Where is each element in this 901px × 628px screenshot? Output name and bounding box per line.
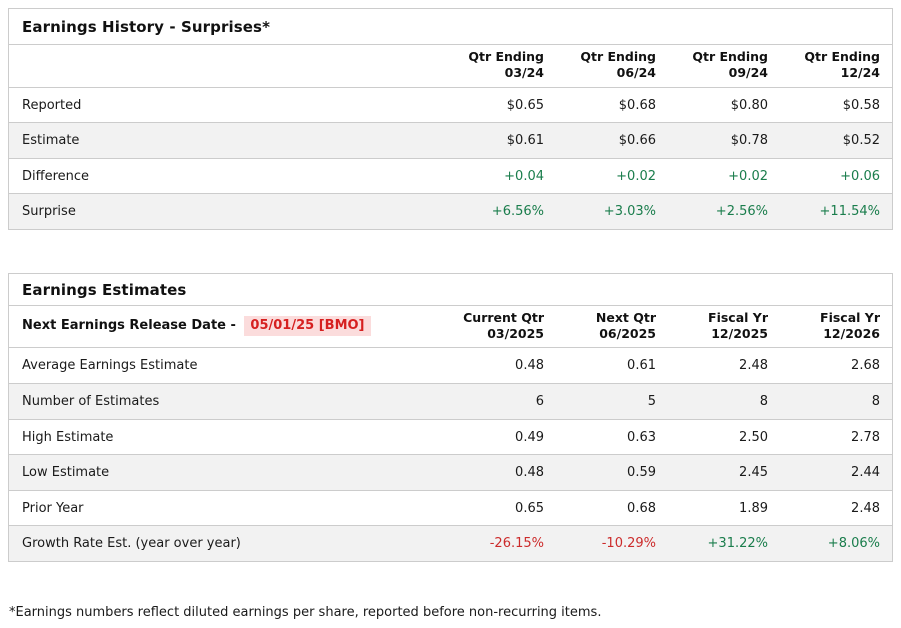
col-header-line1: Fiscal Yr <box>708 309 768 325</box>
col-header-line2: 12/2025 <box>711 326 768 342</box>
estimates-col-header-current-qtr: Current Qtr 03/2025 <box>444 305 556 349</box>
cell-value: 0.48 <box>515 358 544 374</box>
cell-value: $0.68 <box>618 97 656 113</box>
cell-value: 6 <box>444 382 556 420</box>
cell-value: $0.66 <box>556 122 668 159</box>
row-label: High Estimate <box>9 418 444 455</box>
history-header-row: Qtr Ending 03/24 Qtr Ending 06/24 Qtr En… <box>9 45 892 88</box>
estimates-col-header-next-qtr: Next Qtr 06/2025 <box>556 305 668 349</box>
row-label: Estimate <box>9 122 444 159</box>
cell-value: 2.50 <box>668 418 780 455</box>
history-col-header-q1: Qtr Ending 03/24 <box>444 45 556 88</box>
table-row-high-estimate: High Estimate 0.49 0.63 2.50 2.78 <box>9 418 892 455</box>
cell-value: $0.58 <box>842 97 880 113</box>
cell-value: 2.48 <box>780 489 892 526</box>
cell-value: 2.68 <box>851 358 880 374</box>
cell-value: 0.59 <box>556 454 668 491</box>
cell-value: $0.52 <box>780 122 892 159</box>
cell-value: +0.04 <box>444 157 556 194</box>
col-header-line2: 03/24 <box>504 65 544 81</box>
cell-value: 1.89 <box>668 489 780 526</box>
col-header-line1: Qtr Ending <box>580 49 656 64</box>
estimates-header-row: Next Earnings Release Date - 05/01/25 [B… <box>9 305 892 349</box>
cell-value: +2.56% <box>668 193 780 229</box>
col-header-line1: Qtr Ending <box>692 49 768 64</box>
cell-value: 8 <box>668 382 780 420</box>
history-col-header-q3: Qtr Ending 09/24 <box>668 45 780 88</box>
cell-value: 0.61 <box>627 358 656 374</box>
col-header-line1: Fiscal Yr <box>820 309 880 325</box>
table-row-low-estimate: Low Estimate 0.48 0.59 2.45 2.44 <box>9 454 892 491</box>
cell-value: -26.15% <box>444 525 556 561</box>
col-header-line2: 12/24 <box>840 65 880 81</box>
table-row-difference: Difference +0.04 +0.02 +0.02 +0.06 <box>9 157 892 194</box>
cell-value: 0.63 <box>556 418 668 455</box>
cell-value: $0.78 <box>668 122 780 159</box>
earnings-estimates-card: Earnings Estimates Next Earnings Release… <box>8 272 893 562</box>
table-row-growth-rate-est: Growth Rate Est. (year over year) -26.15… <box>9 525 892 561</box>
row-label: Surprise <box>9 193 444 229</box>
earnings-history-title: Earnings History - Surprises* <box>9 9 892 45</box>
col-header-line2: 12/2026 <box>823 326 880 342</box>
cell-value: +3.03% <box>556 193 668 229</box>
cell-value: 0.49 <box>444 418 556 455</box>
cell-value: +0.06 <box>780 157 892 194</box>
release-date-value: 05/01/25 [BMO] <box>244 315 371 336</box>
earnings-estimates-table: Next Earnings Release Date - 05/01/25 [B… <box>9 305 892 561</box>
cell-value: 2.48 <box>739 358 768 374</box>
cell-value: 2.44 <box>780 454 892 491</box>
row-label: Reported <box>22 97 82 113</box>
row-label: Prior Year <box>9 489 444 526</box>
col-header-line2: 09/24 <box>728 65 768 81</box>
cell-value: 2.45 <box>668 454 780 491</box>
col-header-line1: Qtr Ending <box>804 49 880 64</box>
release-date-label: Next Earnings Release Date - <box>22 317 236 333</box>
cell-value: 8 <box>780 382 892 420</box>
row-label: Difference <box>9 157 444 194</box>
col-header-line1: Current Qtr <box>463 309 544 325</box>
cell-value: 2.78 <box>780 418 892 455</box>
estimates-col-header-fiscal-yr-2: Fiscal Yr 12/2026 <box>780 305 892 349</box>
table-row-number-of-estimates: Number of Estimates 6 5 8 8 <box>9 382 892 420</box>
col-header-line1: Next Qtr <box>595 309 656 325</box>
row-label: Growth Rate Est. (year over year) <box>9 525 444 561</box>
history-col-header-q2: Qtr Ending 06/24 <box>556 45 668 88</box>
next-earnings-release: Next Earnings Release Date - 05/01/25 [B… <box>9 305 444 349</box>
estimates-col-header-fiscal-yr-1: Fiscal Yr 12/2025 <box>668 305 780 349</box>
cell-value: $0.80 <box>730 97 768 113</box>
col-header-line1: Qtr Ending <box>468 49 544 64</box>
cell-value: +11.54% <box>780 193 892 229</box>
table-row-surprise: Surprise +6.56% +3.03% +2.56% +11.54% <box>9 193 892 229</box>
table-row-prior-year: Prior Year 0.65 0.68 1.89 2.48 <box>9 489 892 526</box>
table-row-reported: Reported $0.65 $0.68 $0.80 $0.58 <box>9 87 892 123</box>
table-row-average-earnings-estimate: Average Earnings Estimate 0.48 0.61 2.48… <box>9 348 892 384</box>
history-col-header-q4: Qtr Ending 12/24 <box>780 45 892 88</box>
cell-value: 0.65 <box>444 489 556 526</box>
cell-value: -10.29% <box>556 525 668 561</box>
earnings-history-card: Earnings History - Surprises* Qtr Ending… <box>8 8 893 230</box>
col-header-line2: 06/24 <box>616 65 656 81</box>
cell-value: 0.68 <box>556 489 668 526</box>
earnings-estimates-title: Earnings Estimates <box>9 274 892 306</box>
cell-value: $0.65 <box>506 97 544 113</box>
earnings-history-table: Qtr Ending 03/24 Qtr Ending 06/24 Qtr En… <box>9 45 892 229</box>
cell-value: $0.61 <box>444 122 556 159</box>
row-label: Average Earnings Estimate <box>22 358 198 374</box>
cell-value: +6.56% <box>444 193 556 229</box>
cell-value: +8.06% <box>780 525 892 561</box>
cell-value: 0.48 <box>444 454 556 491</box>
cell-value: +0.02 <box>556 157 668 194</box>
cell-value: +31.22% <box>668 525 780 561</box>
earnings-footnote: *Earnings numbers reflect diluted earnin… <box>9 604 602 620</box>
table-row-estimate: Estimate $0.61 $0.66 $0.78 $0.52 <box>9 122 892 159</box>
row-label: Low Estimate <box>9 454 444 491</box>
history-header-empty <box>9 45 444 88</box>
col-header-line2: 03/2025 <box>487 326 544 342</box>
row-label: Number of Estimates <box>9 382 444 420</box>
col-header-line2: 06/2025 <box>599 326 656 342</box>
cell-value: 5 <box>556 382 668 420</box>
cell-value: +0.02 <box>668 157 780 194</box>
